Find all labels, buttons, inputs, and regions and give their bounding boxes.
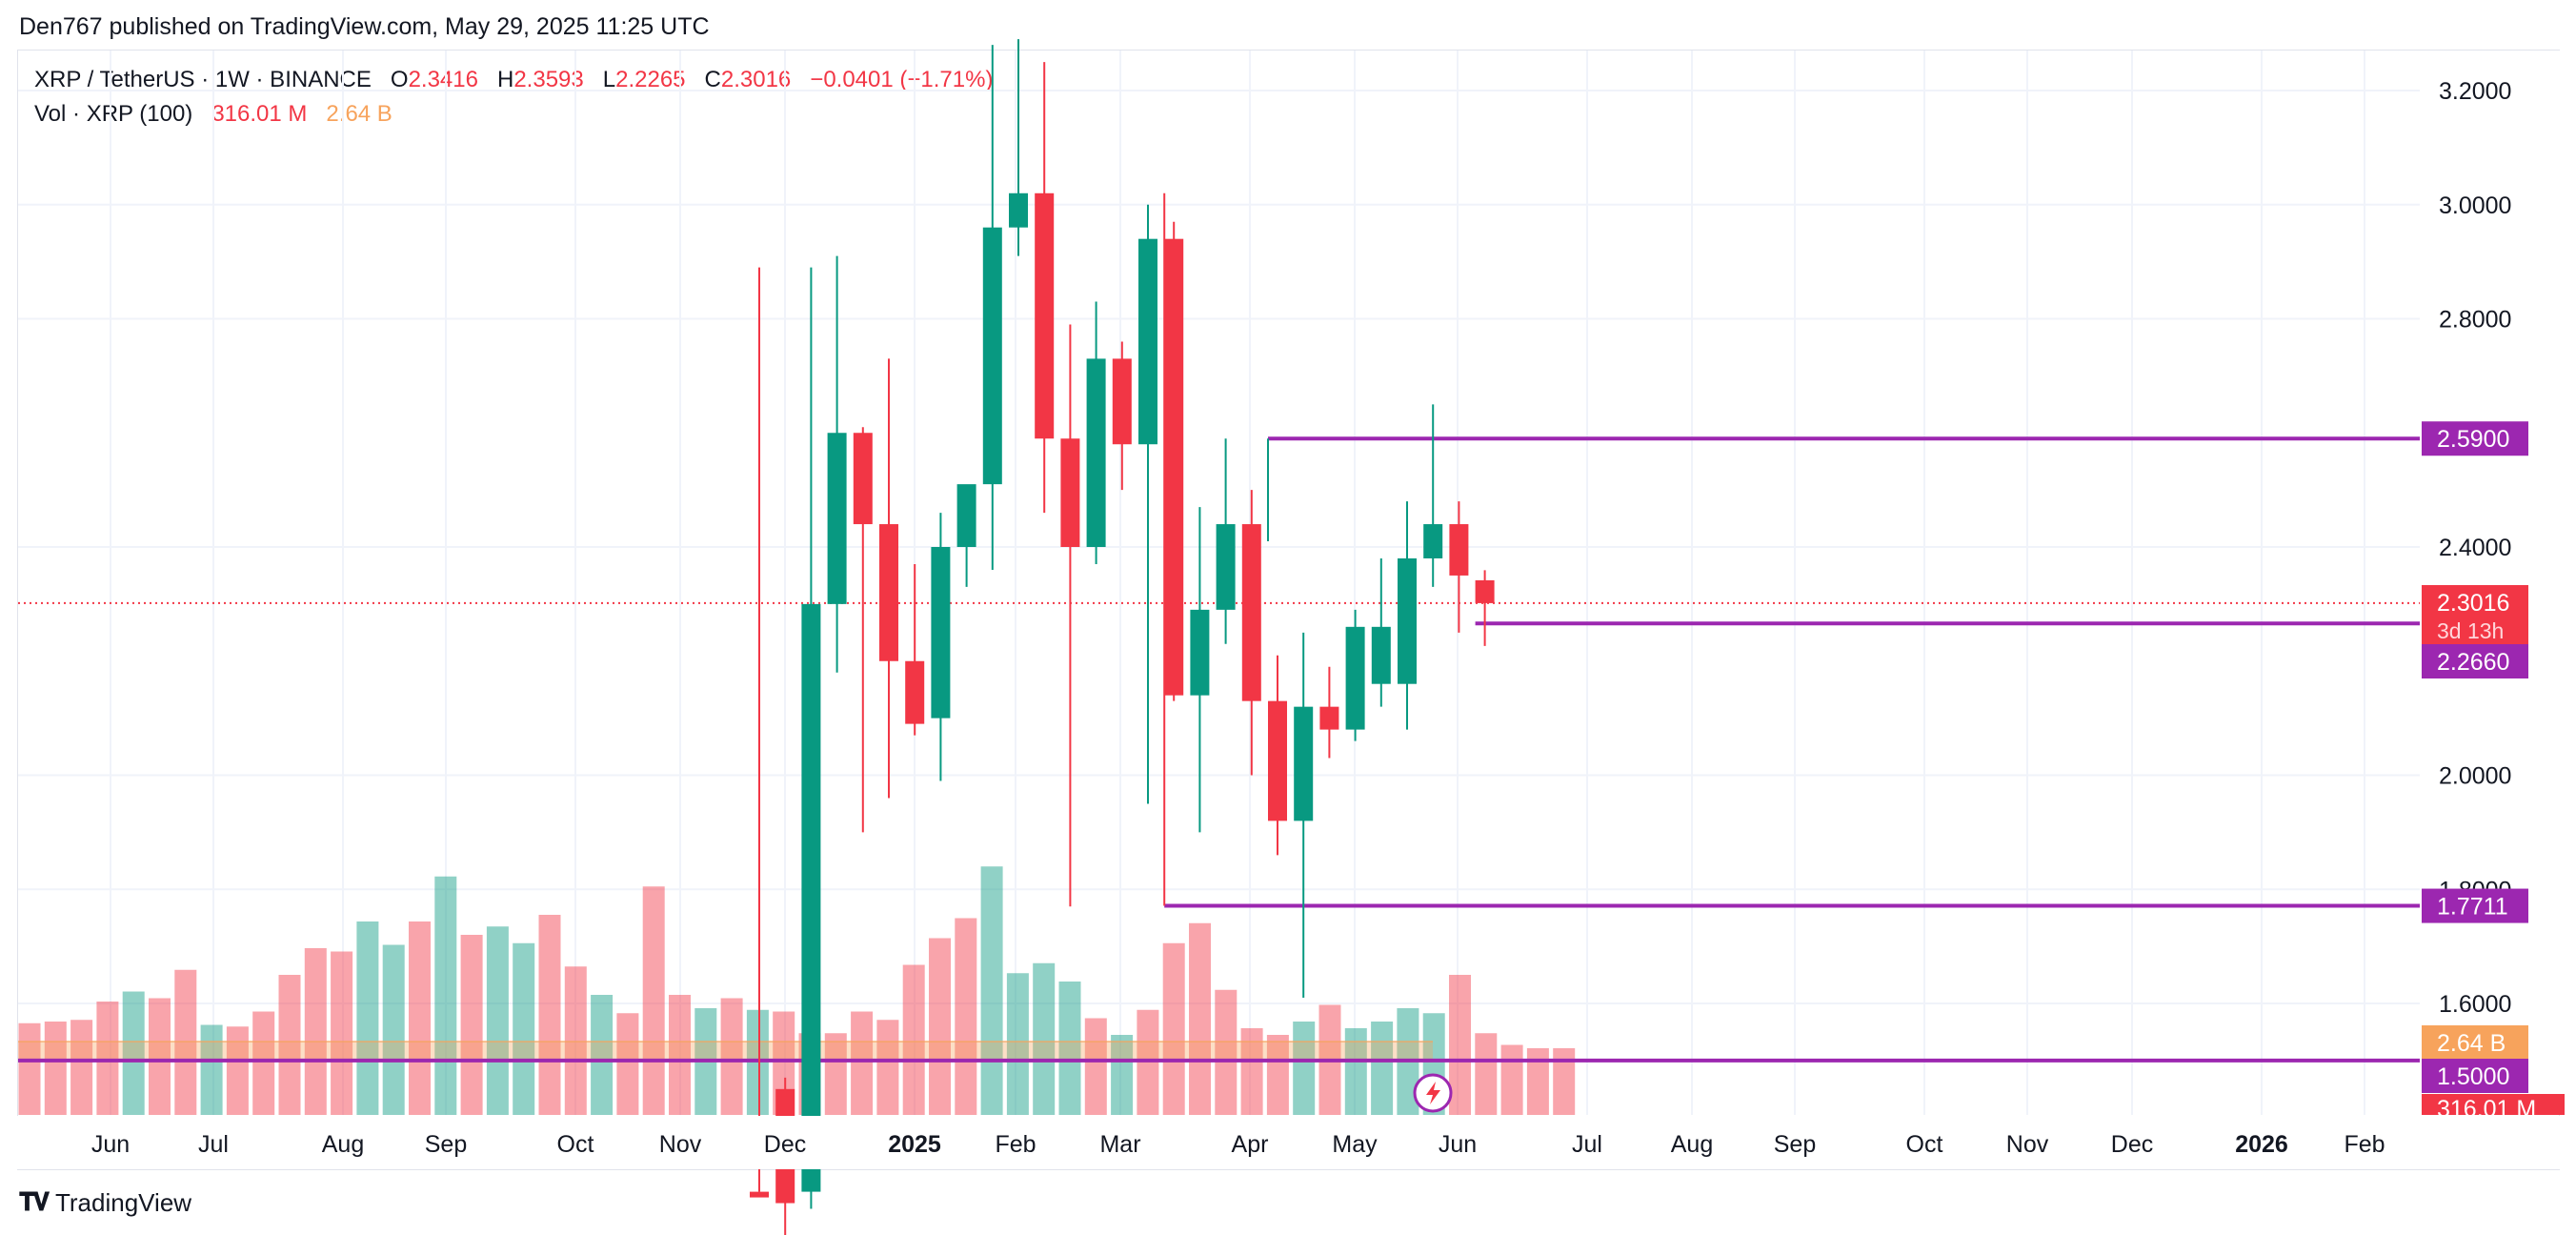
low-label: L bbox=[602, 67, 616, 92]
close-label: C bbox=[704, 67, 721, 92]
volume-value: 316.01 M bbox=[211, 101, 308, 127]
change-value: −0.0401 (−1.71%) bbox=[810, 67, 994, 92]
open-value: 2.3416 bbox=[408, 67, 478, 92]
volume-legend: Vol · XRP (100) 316.01 M 2.64 B bbox=[34, 101, 392, 128]
publish-info: Den767 published on TradingView.com, May… bbox=[19, 13, 710, 40]
high-value: 2.3593 bbox=[513, 67, 584, 92]
brand-name[interactable]: TradingView bbox=[54, 1187, 192, 1217]
close-value: 2.3016 bbox=[720, 67, 792, 92]
candle-body bbox=[750, 1191, 769, 1198]
footer: 𝐓𝐕 TradingView bbox=[19, 1187, 191, 1218]
high-label: H bbox=[496, 67, 514, 92]
low-value: 2.2265 bbox=[615, 67, 686, 92]
tradingview-logo-icon[interactable]: 𝐓𝐕 bbox=[19, 1187, 50, 1216]
price-legend: XRP / TetherUS · 1W · BINANCE O2.3416 H2… bbox=[34, 67, 993, 93]
open-label: O bbox=[390, 67, 409, 92]
symbol-label[interactable]: XRP / TetherUS · 1W · BINANCE bbox=[34, 67, 372, 92]
volume-label[interactable]: Vol · XRP (100) bbox=[34, 101, 193, 127]
chart-frame bbox=[17, 50, 2560, 1170]
volume-ma-value: 2.64 B bbox=[326, 101, 392, 127]
